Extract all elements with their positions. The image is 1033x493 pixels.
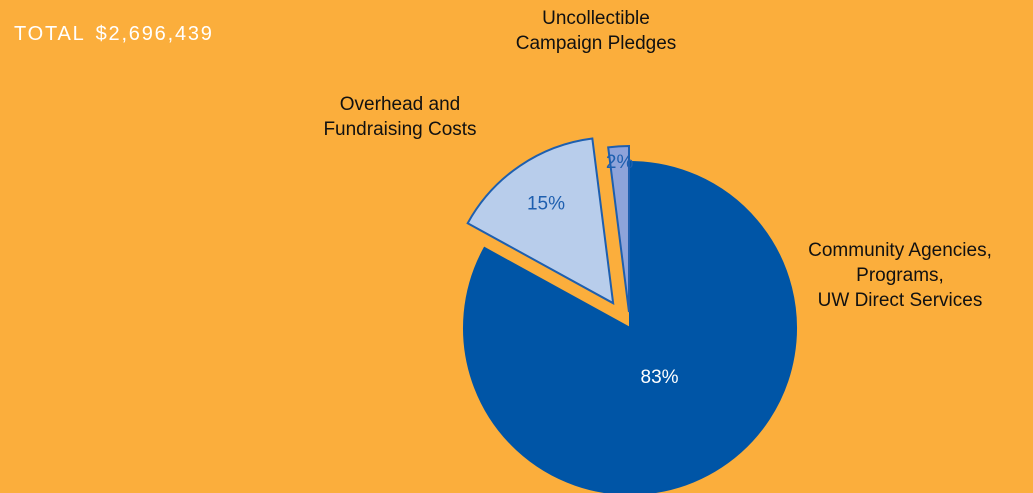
slice-category-label: Community Agencies, Programs, UW Direct Se… <box>808 240 992 311</box>
slice-percent-label: 2% <box>606 152 634 173</box>
slice-percent-label: 15% <box>527 193 565 214</box>
slice-category-label-line: UW Direct Services <box>818 290 983 311</box>
total-label: TOTAL <box>14 23 86 45</box>
pie-slice <box>463 160 797 493</box>
slice-percent-label: 83% <box>641 367 679 388</box>
slice-category-label-line: Community Agencies, <box>808 240 992 261</box>
slice-category-label-line: Overhead and <box>340 94 460 115</box>
total-amount: $2,696,439 <box>95 23 214 45</box>
percent-labels: 83% 15% 2% <box>527 152 679 388</box>
category-labels: Community Agencies, Programs, UW Direct Se… <box>323 8 991 311</box>
slice-category-label-line: Programs, <box>856 265 944 286</box>
total-line: TOTAL $2,696,439 <box>14 23 214 46</box>
slice-category-label-line: Campaign Pledges <box>516 33 677 54</box>
pie-slices <box>463 137 797 493</box>
pie-slice <box>607 145 630 313</box>
slice-category-label: Uncollectible Campaign Pledges <box>516 8 677 54</box>
slice-category-label: Overhead and Fundraising Costs <box>323 94 476 140</box>
slice-category-label-line: Uncollectible <box>542 8 650 29</box>
slice-category-label-line: Fundraising Costs <box>323 119 476 140</box>
pie-slice <box>466 137 615 306</box>
